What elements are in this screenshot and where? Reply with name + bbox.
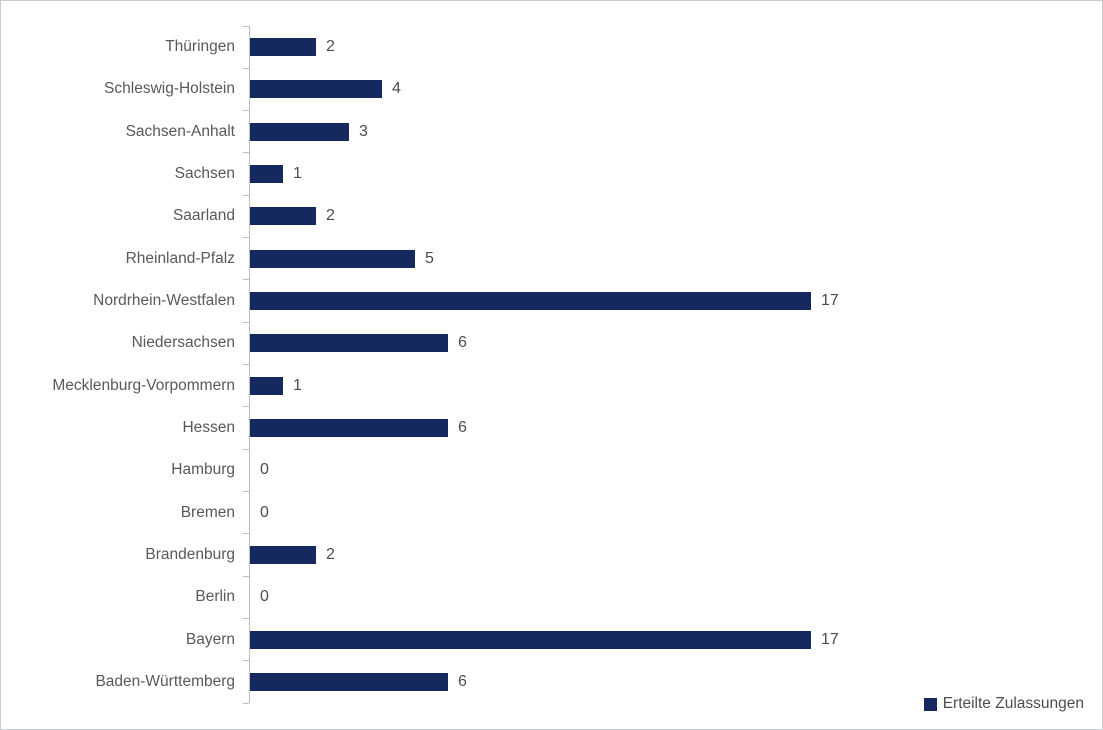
category-label: Niedersachsen: [131, 334, 235, 352]
category-label: Bremen: [180, 503, 235, 521]
category-label: Sachsen: [174, 165, 235, 183]
bar-area: 6: [243, 406, 1102, 450]
bar: [250, 165, 283, 184]
value-label: 0: [260, 461, 269, 479]
bar: [250, 545, 316, 564]
chart-row: Mecklenburg-Vorpommern 1: [1, 363, 1102, 407]
category-label: Bayern: [185, 630, 235, 648]
legend: Erteilte Zulassungen: [923, 695, 1084, 713]
value-label: 6: [458, 672, 467, 690]
chart-row: Thüringen 2: [1, 25, 1102, 69]
chart-row: Brandenburg 2: [1, 533, 1102, 577]
bar-area: 4: [243, 67, 1102, 111]
bar-area: 6: [243, 660, 1102, 704]
category-label: Baden-Württemberg: [95, 672, 235, 690]
category-label: Hamburg: [171, 461, 235, 479]
bar: [250, 376, 283, 395]
value-label: 0: [260, 503, 269, 521]
chart-row: Bayern 17: [1, 617, 1102, 661]
category-label: Nordrhein-Westfalen: [93, 292, 235, 310]
chart-row: Sachsen 1: [1, 152, 1102, 196]
category-label: Mecklenburg-Vorpommern: [52, 376, 235, 394]
bar-area: 5: [243, 237, 1102, 280]
value-label: 1: [293, 376, 302, 394]
value-label: 4: [392, 80, 401, 98]
bar-area: 2: [243, 533, 1102, 577]
chart-row: Saarland 2: [1, 194, 1102, 238]
category-label: Schleswig-Holstein: [104, 80, 235, 98]
bar-area: 1: [243, 152, 1102, 196]
value-label: 0: [260, 588, 269, 606]
bar: [250, 38, 316, 57]
value-label: 6: [458, 334, 467, 352]
bar-area: 1: [243, 363, 1102, 407]
chart-row: Sachsen-Anhalt 3: [1, 110, 1102, 153]
chart-row: Berlin 0: [1, 575, 1102, 619]
bar-area: 17: [243, 279, 1102, 323]
bar-plot: Thüringen 2 Schleswig-Holstein 4 Sachsen-Anh…: [1, 25, 1102, 704]
chart-row: Rheinland-Pfalz 5: [1, 237, 1102, 280]
value-label: 6: [458, 418, 467, 436]
category-label: Thüringen: [165, 38, 235, 56]
bar: [250, 334, 448, 353]
bar-area: 6: [243, 321, 1102, 365]
category-label: Saarland: [172, 207, 235, 225]
value-label: 17: [821, 292, 839, 310]
chart-row: Schleswig-Holstein 4: [1, 67, 1102, 111]
category-label: Berlin: [195, 588, 235, 606]
chart-row: Nordrhein-Westfalen 17: [1, 279, 1102, 323]
bar: [250, 630, 811, 649]
value-label: 17: [821, 630, 839, 648]
chart-row: Bremen 0: [1, 490, 1102, 534]
value-label: 1: [293, 165, 302, 183]
chart-row: Niedersachsen 6: [1, 321, 1102, 365]
category-label: Sachsen-Anhalt: [125, 122, 235, 140]
bar-area: 2: [243, 194, 1102, 238]
chart-row: Hessen 6: [1, 406, 1102, 450]
bar: [250, 249, 415, 268]
bar: [250, 418, 448, 437]
chart-row: Hamburg 0: [1, 448, 1102, 492]
bar: [250, 672, 448, 691]
value-label: 2: [326, 545, 335, 563]
value-label: 2: [326, 38, 335, 56]
category-label: Hessen: [182, 418, 235, 436]
bar-area: 3: [243, 110, 1102, 153]
bar: [250, 80, 382, 99]
value-label: 5: [425, 249, 434, 267]
bar: [250, 207, 316, 226]
bar-area: 2: [243, 25, 1102, 69]
bar-area: 0: [243, 575, 1102, 619]
bar: [250, 122, 349, 141]
value-label: 3: [359, 122, 368, 140]
value-label: 2: [326, 207, 335, 225]
bar-area: 0: [243, 448, 1102, 492]
legend-label: Erteilte Zulassungen: [942, 695, 1084, 712]
legend-swatch-square-icon: [923, 697, 937, 711]
bar-area: 17: [243, 617, 1102, 661]
category-label: Brandenburg: [145, 545, 235, 563]
category-label: Rheinland-Pfalz: [125, 249, 235, 267]
chart-row: Baden-Württemberg 6: [1, 660, 1102, 704]
bar-area: 0: [243, 490, 1102, 534]
bar: [250, 292, 811, 311]
